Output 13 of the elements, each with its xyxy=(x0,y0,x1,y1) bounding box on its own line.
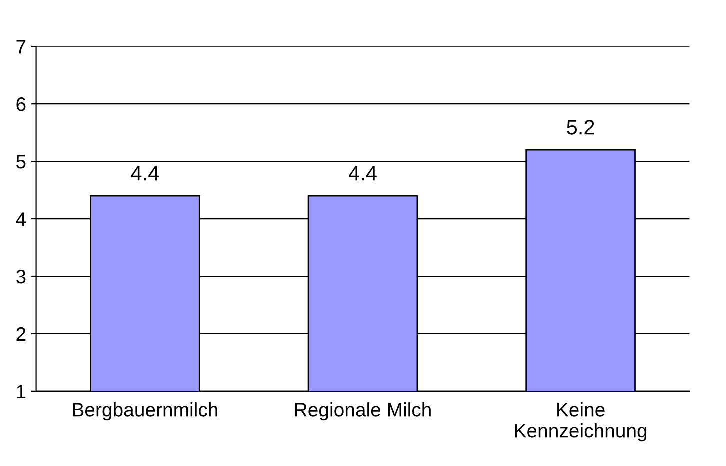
y-tick-label: 6 xyxy=(16,98,26,112)
x-tick-label: Regionale Milch xyxy=(295,402,431,421)
y-tick-label: 1 xyxy=(17,385,26,398)
y-tick-label: 4 xyxy=(16,212,26,226)
data-label: 4.4 xyxy=(349,166,377,181)
data-label: 5.2 xyxy=(567,120,594,135)
x-tick-label: Bergbauernmilch xyxy=(73,402,218,421)
data-label: 4.4 xyxy=(131,166,160,181)
y-tick-label: 3 xyxy=(16,270,26,284)
x-tick-label: Keine Kennzeichnung xyxy=(515,402,647,442)
y-tick-label: 2 xyxy=(16,327,26,342)
y-tick-label: 5 xyxy=(16,155,26,169)
y-tick-label: 7 xyxy=(16,40,26,54)
